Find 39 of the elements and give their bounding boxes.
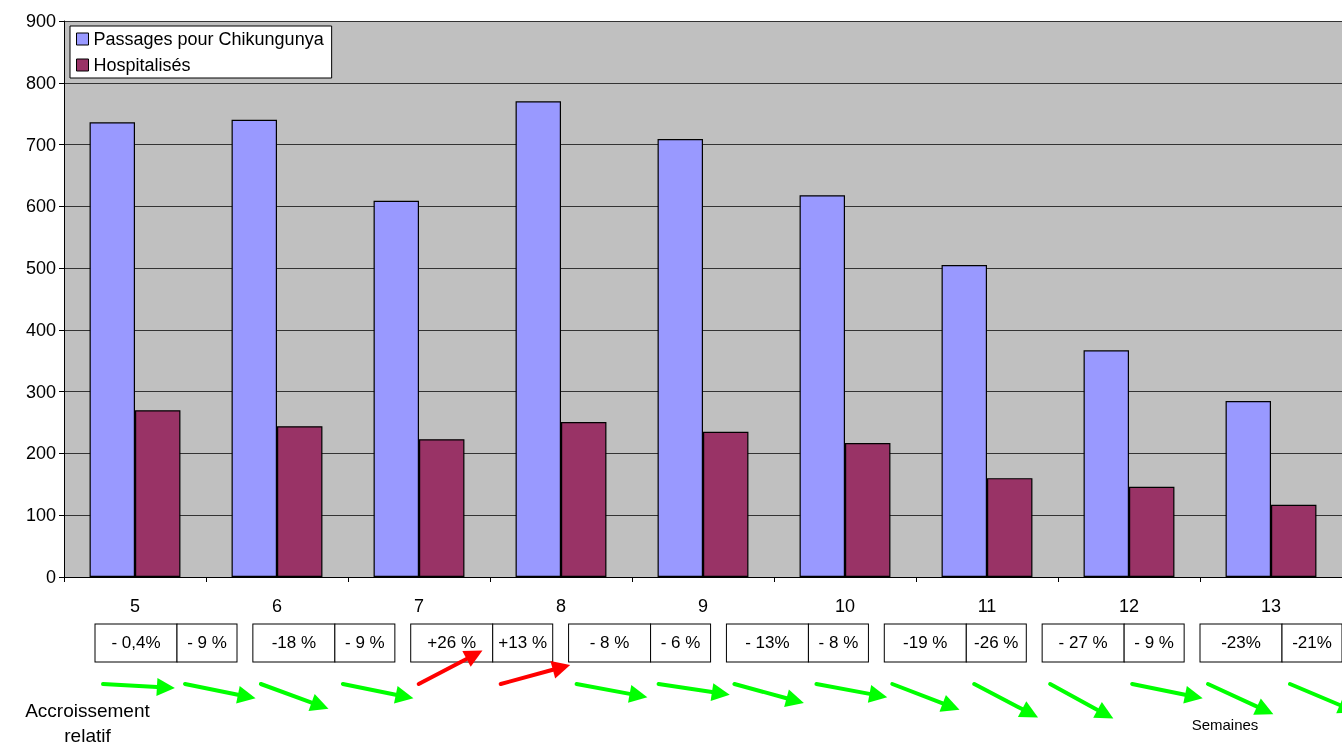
text: - 8 %: [589, 633, 630, 652]
x-tick-label: 11: [977, 596, 997, 616]
text: Accroissement relatif: [24, 699, 151, 744]
text: -26 %: [974, 633, 1019, 652]
y-tick-label: 600: [25, 196, 56, 217]
legend-label: Passages pour Chikungunya: [93, 29, 325, 49]
text: - 6 %: [660, 633, 701, 652]
x-tick-label: 12: [1118, 596, 1140, 616]
x-tick-label: 7: [413, 596, 425, 616]
text: +13 %: [498, 633, 548, 652]
text: - 9 %: [345, 633, 385, 652]
text: - 8 %: [818, 633, 859, 652]
text: Semaines: [1190, 716, 1260, 733]
x-tick-label: 6: [271, 596, 283, 616]
x-tick-label: 13: [1260, 596, 1282, 616]
text: -18 %: [271, 633, 317, 652]
x-tick-label: 8: [555, 596, 567, 616]
y-tick-label: 800: [25, 72, 56, 93]
y-tick-label: 300: [25, 381, 56, 402]
text: -19 %: [903, 633, 948, 652]
x-tick-label: 5: [129, 596, 141, 616]
x-tick-label: 9: [697, 596, 709, 616]
y-tick-label: 200: [25, 443, 56, 464]
y-tick-label: 700: [25, 134, 56, 155]
text: - 13%: [745, 633, 790, 652]
text: - 27 %: [1058, 633, 1108, 652]
text: - 9 %: [1134, 633, 1174, 652]
legend-label: Hospitalisés: [93, 55, 191, 75]
text: -21%: [1292, 633, 1332, 652]
y-tick-label: 0: [45, 567, 56, 587]
y-tick-label: 500: [25, 258, 56, 279]
text: +26 %: [427, 633, 477, 652]
y-tick-label: 400: [25, 319, 56, 340]
x-tick-label: 10: [834, 596, 856, 616]
text: - 9 %: [187, 633, 227, 652]
y-tick-label: 100: [25, 505, 56, 526]
text: -23%: [1221, 633, 1261, 652]
y-tick-label: 900: [25, 11, 56, 31]
text: - 0,4%: [111, 633, 161, 652]
